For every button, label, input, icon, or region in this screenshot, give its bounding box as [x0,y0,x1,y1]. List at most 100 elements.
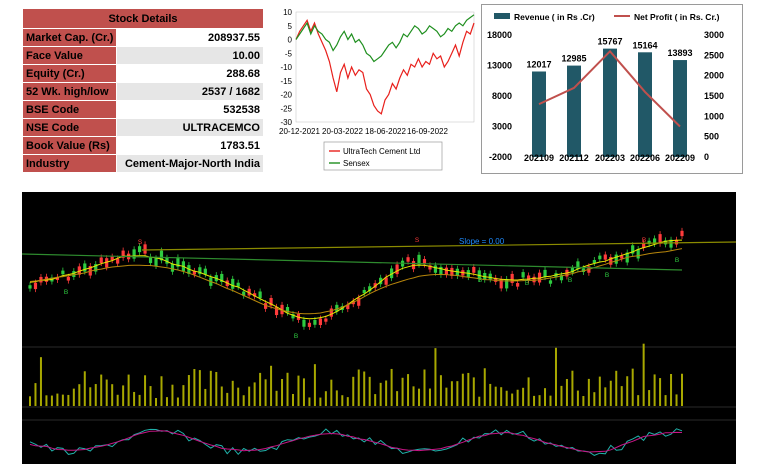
table-row: Equity (Cr.) 288.68 [21,64,264,83]
table-row: NSE Code ULTRACEMCO [21,118,264,137]
candle-body [592,260,596,264]
candle-body [543,269,547,278]
candle-body [28,285,32,289]
volume-bar [653,374,656,406]
revenue-bar [638,52,652,157]
trend-line-olive [141,241,736,251]
table-row: Industry Cement-Major-North India [21,154,264,173]
volume-bar [423,369,426,406]
row-label: 52 Wk. high/low [21,82,118,101]
candle-body [253,293,257,297]
volume-bar [450,381,453,406]
volume-bar [527,377,530,406]
candle-body [203,268,207,275]
row-label: Industry [21,154,118,173]
trend-line-green [22,253,683,271]
candle-body [220,273,224,282]
volume-bar [670,374,673,406]
volume-bar [34,383,37,406]
left-axis-tick: 3000 [492,122,512,132]
volume-bar [396,391,399,406]
volume-bar [576,390,579,406]
oscillator-signal-line [29,430,683,453]
volume-bar [39,357,42,406]
y-tick-label: -25 [280,104,292,113]
legend-swatch-revenue [494,13,510,19]
short-moving-average [29,239,683,320]
volume-bar [407,374,410,406]
candle-body [110,256,114,261]
candle-body [516,283,520,287]
y-tick-label: -30 [280,118,292,127]
volume-bar [182,385,185,406]
revenue-bar [673,60,687,157]
volume-bar [253,382,256,406]
candle-body [33,282,38,290]
volume-bar [385,380,388,406]
legend-ultratech: UltraTech Cement Ltd [343,147,420,156]
volume-bar [615,370,618,406]
table-row: Face Value 10.00 [21,46,264,65]
candle-body [532,276,536,283]
candle-body [395,264,399,275]
volume-bar [626,376,629,406]
candle-body [307,322,312,327]
candle-body [72,271,76,278]
volume-bar [571,370,574,406]
candle-body [77,266,81,275]
candle-body [137,246,142,253]
row-value: ULTRACEMCO [116,118,264,137]
candle-body [614,254,618,264]
volume-bar [467,372,470,406]
ultratech-line [295,18,475,115]
volume-bar [319,397,322,406]
candle-body [274,306,279,316]
volume-bar [127,374,130,406]
candle-body [39,276,43,283]
candle-body [647,240,651,245]
row-label: Market Cap. (Cr.) [21,28,118,47]
volume-bar [483,368,486,406]
signal-marker: B [294,333,298,340]
candle-body [154,258,158,266]
volume-bar [598,376,601,406]
volume-bar [308,397,311,406]
volume-bar [642,343,645,406]
volume-bar [609,380,612,406]
volume-bar [105,379,108,406]
signal-marker: S [415,237,420,244]
volume-bar [324,391,327,406]
row-value: 288.68 [116,64,264,83]
category-label: 202112 [559,153,589,163]
volume-bar [78,384,81,406]
candle-body [368,286,372,292]
volume-bar [270,365,273,406]
volume-bar [204,388,207,406]
row-label: Face Value [21,46,118,65]
revenue-bar [532,71,546,157]
candle-body [83,263,87,272]
candle-body [61,270,65,275]
volume-bar [456,381,459,406]
left-axis-tick: 18000 [487,30,512,40]
volume-bar [620,386,623,406]
signal-marker: B [64,289,68,296]
candle-body [620,255,624,259]
candle-body [285,306,290,313]
candle-body [653,238,657,245]
candle-body [417,254,421,265]
volume-bar [83,371,86,406]
volume-bar [401,377,404,406]
candle-body [318,318,322,326]
volume-bar [428,388,431,406]
revenue-bar [567,65,581,157]
row-value: 1783.51 [116,136,264,155]
candle-body [159,250,164,261]
volume-bar [500,387,503,406]
volume-bar [193,369,196,406]
table-row: BSE Code 532538 [21,100,264,119]
left-axis-tick: -2000 [489,152,512,162]
signal-marker: B [675,257,679,264]
candle-body [537,272,542,283]
table-row: 52 Wk. high/low 2537 / 1682 [21,82,264,101]
